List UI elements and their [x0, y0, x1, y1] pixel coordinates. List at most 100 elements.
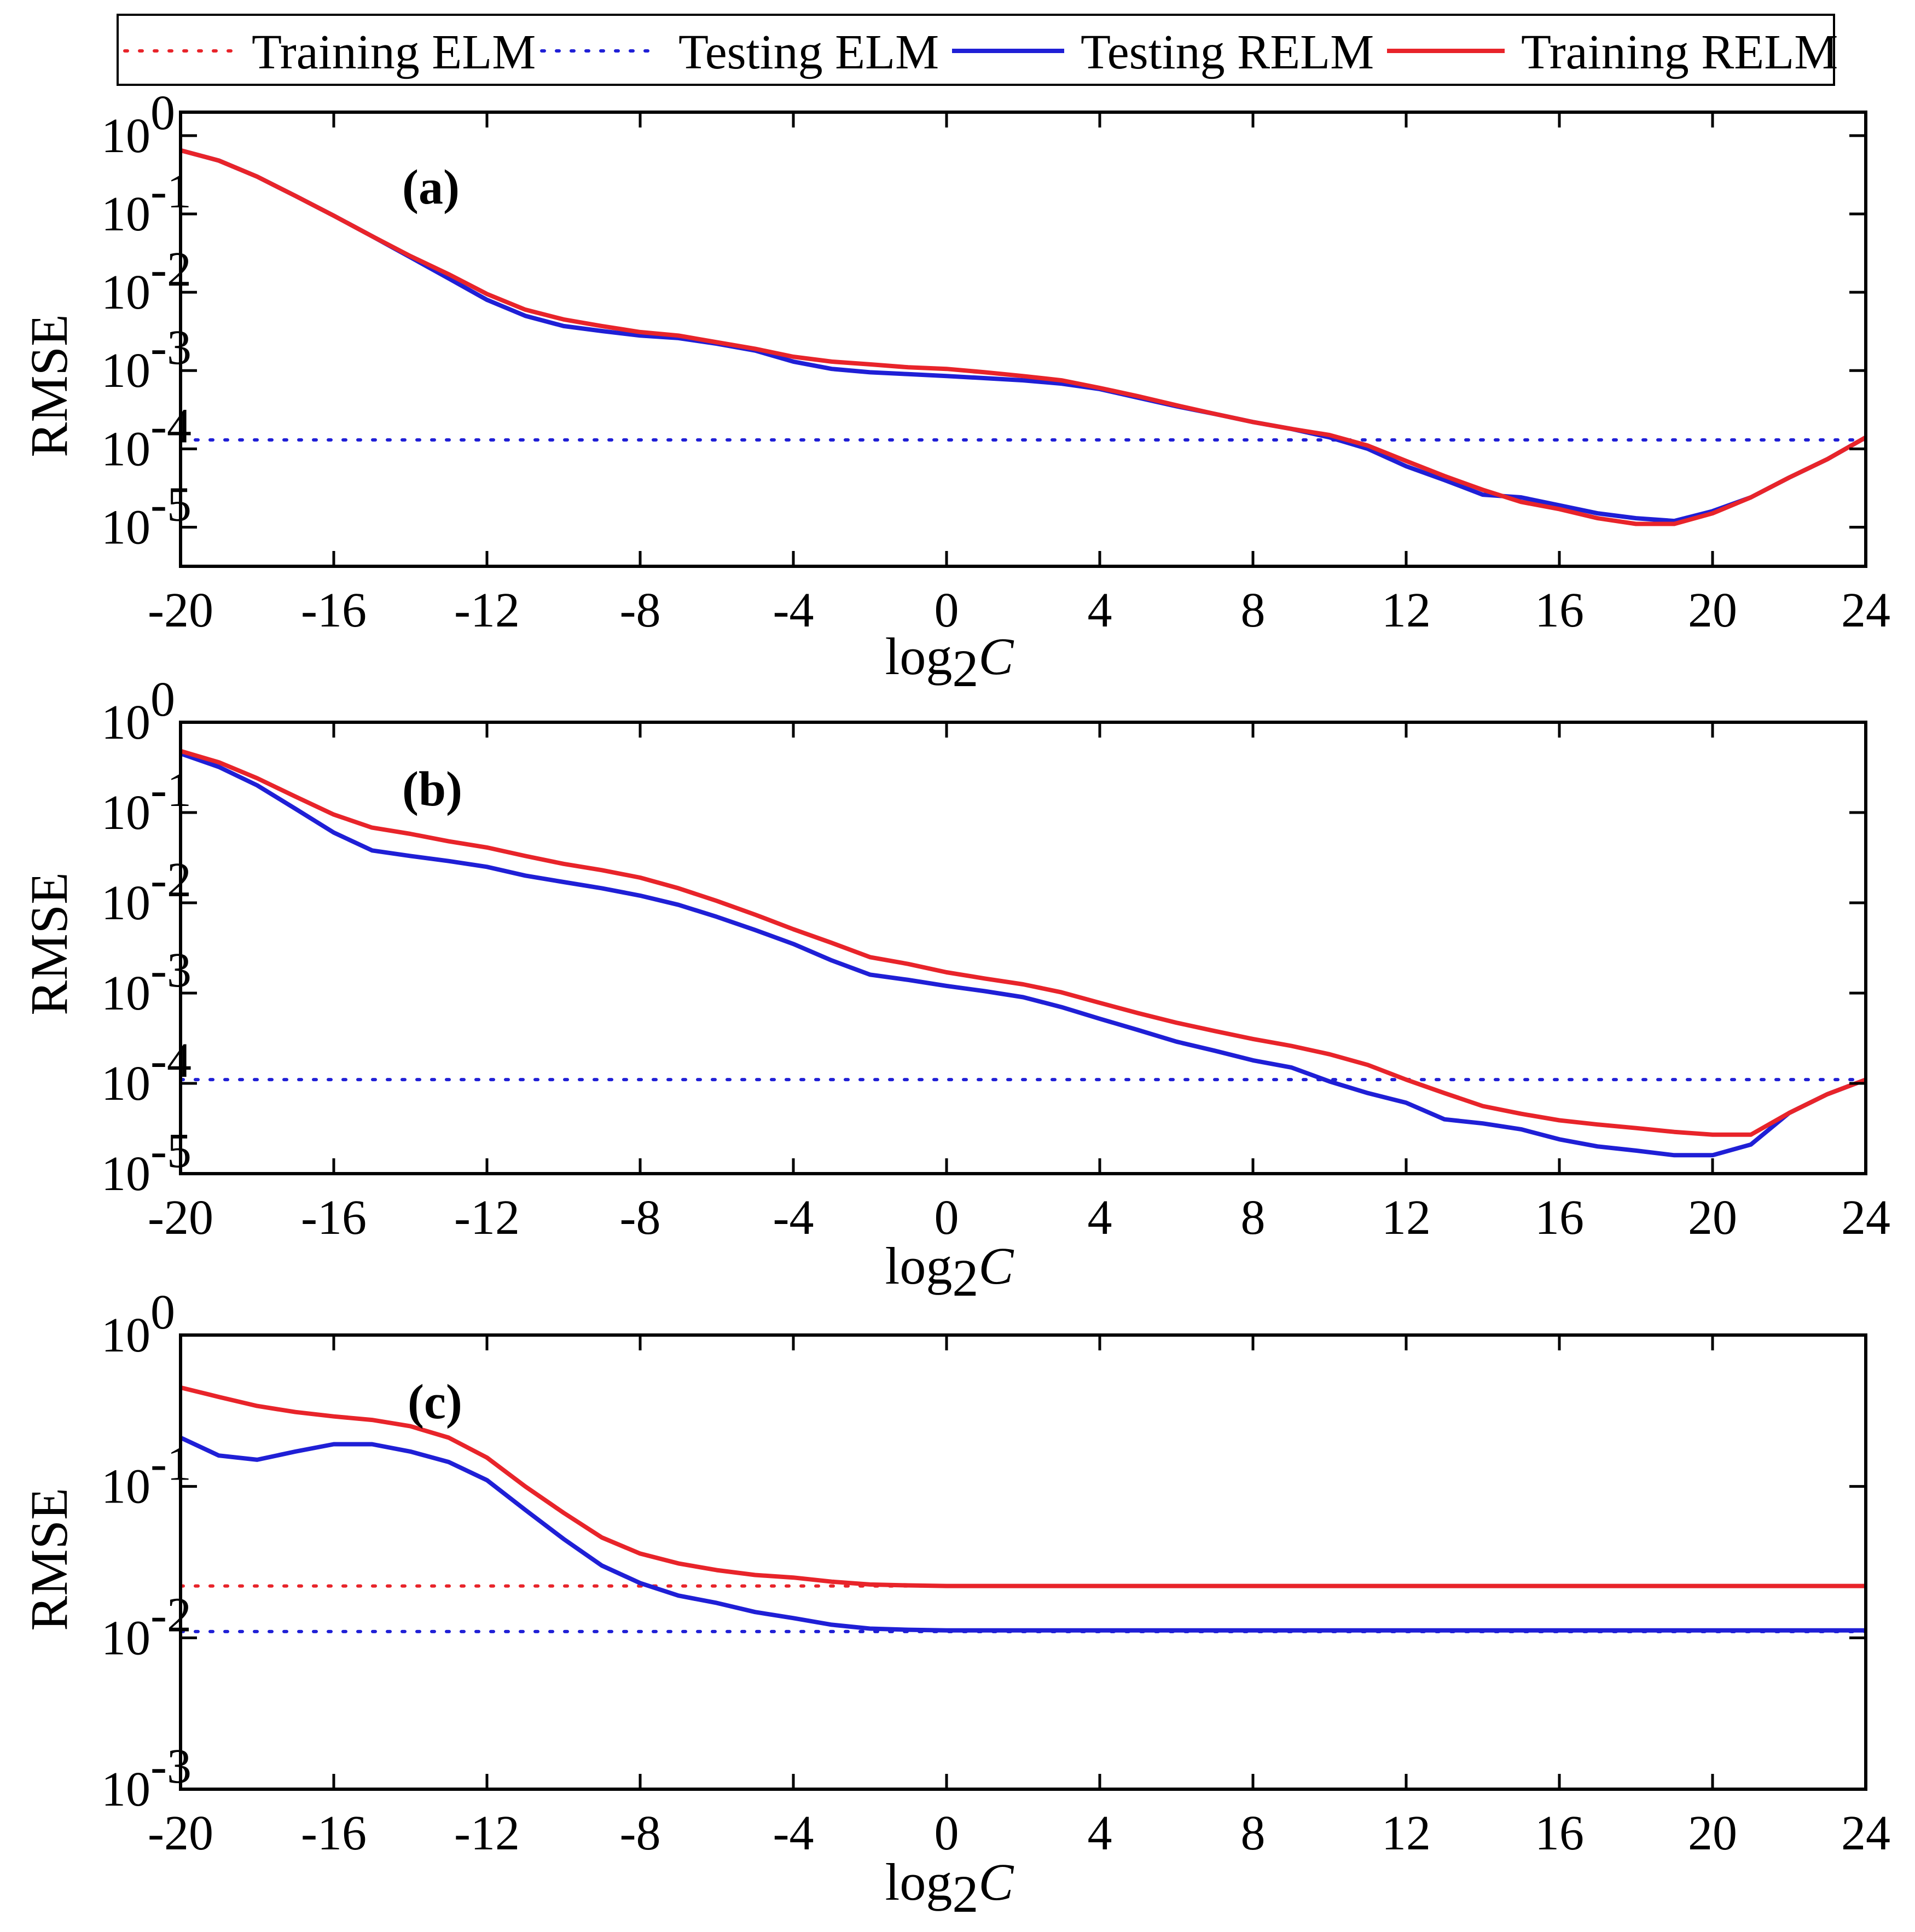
- panel-a-frame: [179, 111, 1867, 568]
- ytick-exponent: -4: [150, 1034, 192, 1088]
- ytick-exponent: 0: [150, 1285, 175, 1339]
- xtick-label: -4: [773, 1191, 814, 1245]
- xtick-label: 0: [935, 1806, 959, 1860]
- legend-label-training-elm: Training ELM: [252, 25, 536, 79]
- ytick-label: 10: [101, 966, 150, 1020]
- ytick-base: 10: [101, 109, 150, 163]
- xlabel-sub: 2: [952, 639, 978, 698]
- xtick-label: 16: [1535, 1191, 1584, 1245]
- ytick-exponent: -2: [150, 1588, 192, 1642]
- panel-a-training-relm-line: [179, 148, 1867, 526]
- xtick-label: 4: [1088, 1806, 1112, 1860]
- xtick-label: -4: [773, 583, 814, 637]
- xtick-label: -16: [301, 583, 367, 637]
- xlabel-sub: 2: [952, 1249, 978, 1307]
- ytick-exponent: -3: [150, 1739, 192, 1794]
- ytick-exponent: -1: [150, 1437, 192, 1491]
- ytick-label: 10: [101, 1611, 150, 1665]
- ytick-exponent: 0: [150, 672, 175, 727]
- xlabel-c: C: [978, 1853, 1014, 1911]
- ytick-base: 10: [101, 786, 150, 840]
- ytick-label: 10: [101, 695, 150, 750]
- panel-c-xlabel: log2C: [885, 1853, 1014, 1923]
- legend-label-testing-elm: Testing ELM: [678, 25, 939, 79]
- xtick-label: -12: [454, 1806, 520, 1860]
- xtick-label: 16: [1535, 1806, 1584, 1860]
- ytick-label: 10: [101, 1147, 150, 1201]
- ytick-exponent: -5: [150, 1124, 192, 1178]
- xlabel-log: log: [885, 1237, 953, 1295]
- ytick-exponent: -3: [150, 943, 192, 997]
- xtick-label: 12: [1382, 1806, 1431, 1860]
- xtick-label: 20: [1688, 1806, 1737, 1860]
- panel-c-ylabel: RMSE: [20, 1488, 78, 1631]
- ytick-exponent: -1: [150, 763, 192, 817]
- ytick-label: 10: [101, 1460, 150, 1514]
- panel-b-training-relm-line: [179, 749, 1867, 1137]
- xtick-label: 8: [1241, 583, 1266, 637]
- panel-b-xlabel: log2C: [885, 1237, 1014, 1307]
- ytick-label: 10: [101, 265, 150, 320]
- panel-a-testing-relm-line: [179, 148, 1867, 524]
- xtick-label: -8: [620, 1806, 661, 1860]
- ytick-label: 10: [101, 109, 150, 163]
- xtick-label: 20: [1688, 1191, 1737, 1245]
- ytick-base: 10: [101, 1762, 150, 1817]
- legend: Training ELM Testing ELM Testing RELM Tr…: [117, 14, 1838, 86]
- xtick-label: 12: [1382, 583, 1431, 637]
- ytick-base: 10: [101, 422, 150, 476]
- xtick-label: 12: [1382, 1191, 1431, 1245]
- xtick-label: -20: [148, 1191, 213, 1245]
- ytick-base: 10: [101, 1611, 150, 1665]
- ytick-label: 10: [101, 187, 150, 241]
- xtick-label: 4: [1088, 1191, 1112, 1245]
- ytick-label: 10: [101, 876, 150, 930]
- xtick-label: -8: [620, 1191, 661, 1245]
- panel-a-label: (a): [402, 160, 460, 214]
- ytick-exponent: -1: [150, 164, 192, 218]
- xlabel-c: C: [978, 627, 1014, 686]
- xtick-label: 8: [1241, 1806, 1266, 1860]
- panel-a-ylabel: RMSE: [20, 314, 78, 457]
- xtick-label: -12: [454, 583, 520, 637]
- ytick-base: 10: [101, 695, 150, 750]
- ytick-exponent: -2: [150, 242, 192, 297]
- ytick-exponent: -2: [150, 853, 192, 907]
- panel-c-testing-relm-line: [179, 1435, 1866, 1633]
- panel-b-frame: [179, 721, 1867, 1175]
- ytick-base: 10: [101, 876, 150, 930]
- legend-label-testing-relm: Testing RELM: [1081, 25, 1374, 79]
- ytick-label: 10: [101, 1762, 150, 1817]
- panel-c-frame: [179, 1333, 1867, 1791]
- xtick-label: -20: [148, 1806, 213, 1860]
- xtick-label: 0: [935, 583, 959, 637]
- xtick-label: -8: [620, 583, 661, 637]
- ytick-base: 10: [101, 1308, 150, 1362]
- ytick-label: 10: [101, 344, 150, 398]
- xtick-label: -16: [301, 1806, 367, 1860]
- xtick-label: 4: [1088, 583, 1112, 637]
- ytick-label: 10: [101, 1308, 150, 1362]
- ytick-base: 10: [101, 265, 150, 320]
- xlabel-c: C: [978, 1237, 1014, 1295]
- ytick-label: 10: [101, 1057, 150, 1111]
- ytick-base: 10: [101, 344, 150, 398]
- xtick-label: 24: [1841, 583, 1890, 637]
- panel-c-label: (c): [408, 1375, 462, 1429]
- ytick-label: 10: [101, 500, 150, 554]
- xtick-label: 24: [1841, 1191, 1890, 1245]
- ytick-label: 10: [101, 786, 150, 840]
- xtick-label: 20: [1688, 583, 1737, 637]
- ytick-exponent: -3: [150, 321, 192, 375]
- panel-a-xlabel: log2C: [885, 627, 1014, 698]
- xtick-label: -20: [148, 583, 213, 637]
- panel-b-ylabel: RMSE: [20, 872, 78, 1015]
- ytick-label: 10: [101, 422, 150, 476]
- xtick-label: 24: [1841, 1806, 1890, 1860]
- ytick-base: 10: [101, 1460, 150, 1514]
- ytick-base: 10: [101, 966, 150, 1020]
